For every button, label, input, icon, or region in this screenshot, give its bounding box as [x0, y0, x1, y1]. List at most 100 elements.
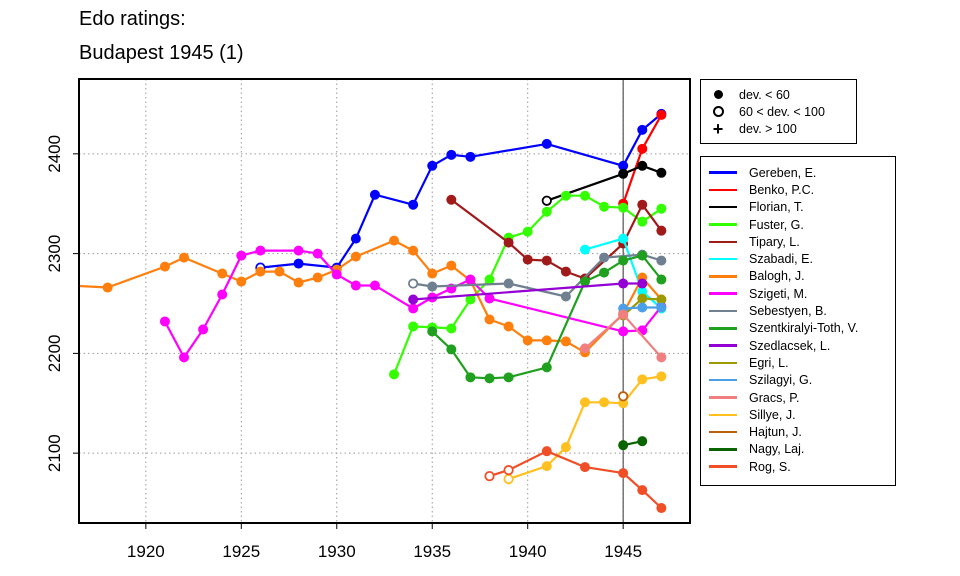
legend-swatch — [709, 257, 737, 261]
data-point — [389, 369, 400, 380]
data-point — [427, 268, 438, 279]
deviation-legend: dev. < 60 60 < dev. < 100 + dev. > 100 — [700, 79, 857, 144]
data-point — [331, 269, 342, 280]
data-point — [465, 151, 476, 162]
data-point — [159, 261, 170, 272]
data-point — [618, 160, 629, 171]
data-point — [369, 189, 380, 200]
data-point — [255, 266, 266, 277]
data-point — [579, 462, 590, 473]
data-point — [179, 252, 190, 263]
data-point — [541, 138, 552, 149]
data-point — [618, 255, 629, 266]
y-tick-label: 2400 — [45, 135, 64, 173]
data-point-open — [408, 278, 419, 289]
legend-swatch — [709, 378, 737, 382]
legend-swatch — [709, 171, 737, 174]
data-point — [312, 248, 323, 259]
data-point — [484, 293, 495, 304]
legend-label: Hajtun, J. — [749, 425, 802, 440]
x-tick-label: 1945 — [604, 542, 642, 561]
data-point — [408, 321, 419, 332]
legend-swatch — [709, 188, 737, 192]
data-point — [484, 314, 495, 325]
data-point-open — [541, 195, 552, 206]
data-point — [579, 244, 590, 255]
data-point — [541, 255, 552, 266]
data-point — [236, 250, 247, 261]
series-florian-t — [541, 160, 667, 206]
legend-item: Szentkiralyi-Toth, V. — [709, 320, 895, 337]
legend-label: Balogh, J. — [749, 269, 805, 284]
data-point-open — [618, 391, 629, 402]
data-point — [579, 190, 590, 201]
legend-item: Gereben, E. — [709, 164, 895, 181]
series-sillye-j — [503, 371, 667, 485]
data-point — [446, 194, 457, 205]
y-tick-label: 2300 — [45, 235, 64, 273]
data-point — [656, 302, 667, 313]
data-point — [599, 252, 610, 263]
data-point — [465, 274, 476, 285]
series-sebestyen-b — [408, 249, 667, 302]
data-point — [560, 266, 571, 277]
data-point — [637, 124, 648, 135]
open-circle-icon — [709, 106, 727, 118]
data-point — [618, 468, 629, 479]
legend-item: Tipary, L. — [709, 233, 895, 250]
legend-item: Egri, L. — [709, 354, 895, 371]
data-point — [599, 397, 610, 408]
data-point — [618, 398, 629, 409]
data-point — [293, 258, 304, 269]
data-point — [637, 286, 648, 297]
data-point — [179, 352, 190, 363]
y-tick-label: 2100 — [45, 434, 64, 472]
data-point — [369, 280, 380, 291]
data-point — [522, 226, 533, 237]
data-point — [465, 294, 476, 305]
series-nagy-laj — [618, 436, 648, 451]
data-point — [637, 278, 648, 289]
legend-dev-medium: 60 < dev. < 100 — [709, 103, 856, 120]
data-point — [656, 352, 667, 363]
legend-dev-small-label: dev. < 60 — [739, 87, 790, 102]
data-point — [427, 326, 438, 337]
data-point — [656, 167, 667, 178]
data-point — [618, 309, 629, 320]
data-point — [656, 503, 667, 514]
legend-label: Szabadi, E. — [749, 252, 813, 267]
data-point-open — [484, 471, 495, 482]
data-point — [637, 374, 648, 385]
data-point — [446, 344, 457, 355]
legend-item: Fuster, G. — [709, 216, 895, 233]
series-rog-s — [484, 446, 667, 514]
data-point — [637, 143, 648, 154]
legend-dev-medium-label: 60 < dev. < 100 — [739, 104, 825, 119]
data-point — [350, 280, 361, 291]
x-tick-label: 1930 — [318, 542, 356, 561]
data-point — [618, 202, 629, 213]
data-point — [408, 303, 419, 314]
series-hajtun-j — [618, 391, 629, 402]
data-point — [618, 168, 629, 179]
legend-swatch — [709, 327, 737, 330]
data-point — [293, 277, 304, 288]
data-point — [618, 233, 629, 244]
data-point — [560, 291, 571, 302]
legend-swatch — [709, 413, 737, 417]
legend-label: Tipary, L. — [749, 234, 800, 249]
data-point — [408, 199, 419, 210]
legend-swatch — [709, 396, 737, 399]
data-point — [560, 442, 571, 453]
legend-swatch — [709, 309, 737, 313]
series-line — [489, 450, 663, 509]
legend-label: Gereben, E. — [749, 165, 817, 180]
data-point — [579, 397, 590, 408]
legend-label: Fuster, G. — [749, 217, 804, 232]
data-point — [599, 201, 610, 212]
data-point — [427, 281, 438, 292]
legend-item: Benko, P.C. — [709, 181, 895, 198]
legend-item: Florian, T. — [709, 199, 895, 216]
legend-label: Szentkiralyi-Toth, V. — [749, 321, 859, 336]
data-point — [312, 272, 323, 283]
